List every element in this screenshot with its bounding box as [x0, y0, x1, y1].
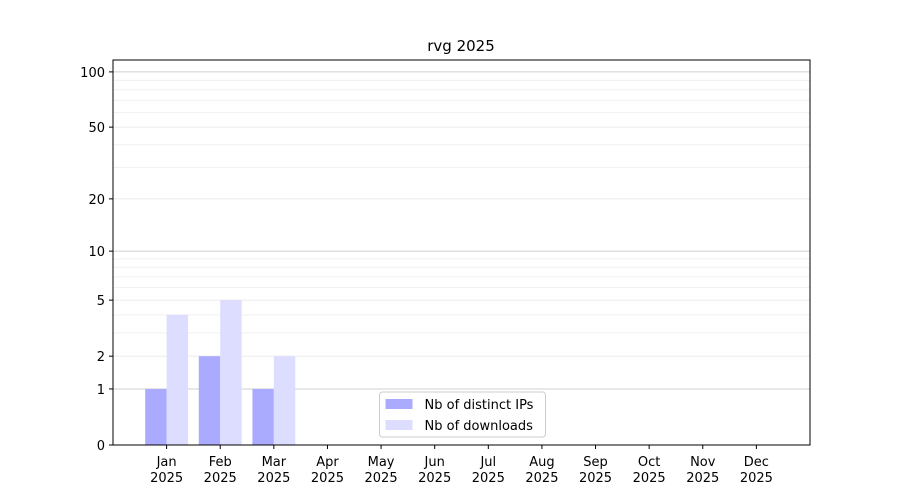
x-tick-label: Mar 2025: [257, 455, 290, 486]
x-tick-label-line: 2025: [525, 471, 558, 486]
legend-label: Nb of downloads: [425, 419, 534, 434]
chart-title: rvg 2025: [427, 37, 495, 55]
x-tick-label-line: Jul: [479, 455, 496, 470]
x-tick-label: Feb 2025: [204, 455, 237, 486]
x-tick-label-line: Sep: [583, 455, 608, 470]
y-tick-label: 50: [88, 121, 105, 136]
x-tick-label-line: May: [368, 455, 395, 470]
x-tick-label-line: 2025: [633, 471, 666, 486]
y-tick-label: 2: [97, 350, 105, 365]
x-tick-label-line: 2025: [418, 471, 451, 486]
x-tick-label-line: Apr: [316, 455, 339, 470]
x-tick-label-line: Aug: [529, 455, 554, 470]
legend-swatch: [385, 420, 413, 430]
x-tick-label-line: 2025: [311, 471, 344, 486]
y-tick-label: 0: [97, 439, 105, 454]
x-tick-label-line: 2025: [150, 471, 183, 486]
legend-box: [379, 391, 546, 438]
legend-label: Nb of distinct IPs: [425, 398, 534, 413]
x-tick-label-line: Feb: [209, 455, 232, 470]
y-tick-label: 100: [80, 66, 105, 81]
x-tick-label: Jan 2025: [150, 455, 183, 486]
x-tick-label-line: Jun: [424, 455, 445, 470]
x-tick-label: Aug 2025: [525, 455, 558, 486]
x-tick-label: May 2025: [365, 455, 398, 486]
x-tick-label-line: 2025: [740, 471, 773, 486]
y-tick-label: 20: [88, 193, 105, 208]
axes-frame: [112, 59, 811, 446]
x-tick-label-line: Oct: [638, 455, 660, 470]
y-tick-label: 5: [97, 294, 105, 309]
x-tick-label: Jun 2025: [418, 455, 451, 486]
x-tick-label: Apr 2025: [311, 455, 344, 486]
bar: [273, 356, 296, 445]
x-tick-label: Nov 2025: [686, 455, 719, 486]
bar: [252, 388, 274, 445]
x-tick-label-line: Mar: [262, 455, 287, 470]
x-tick-label-line: 2025: [257, 471, 290, 486]
x-tick-label-line: Dec: [744, 455, 769, 470]
y-tick-label: 1: [97, 383, 105, 398]
x-tick-label-line: 2025: [472, 471, 505, 486]
bar: [198, 356, 221, 445]
y-tick-label: 10: [88, 245, 105, 260]
x-tick-label-line: 2025: [204, 471, 237, 486]
x-tick-label: Dec 2025: [740, 455, 773, 486]
x-tick-label-line: 2025: [365, 471, 398, 486]
x-tick-label: Oct 2025: [633, 455, 666, 486]
bar: [145, 388, 167, 445]
legend-swatch: [385, 399, 413, 409]
bar: [166, 314, 189, 445]
x-tick-label: Jul 2025: [472, 455, 505, 486]
x-tick-label: Sep 2025: [579, 455, 612, 486]
x-tick-label-line: 2025: [686, 471, 719, 486]
x-tick-label-line: 2025: [579, 471, 612, 486]
bar: [220, 300, 242, 445]
x-tick-label-line: Jan: [156, 455, 177, 470]
x-tick-label-line: Nov: [690, 455, 716, 470]
